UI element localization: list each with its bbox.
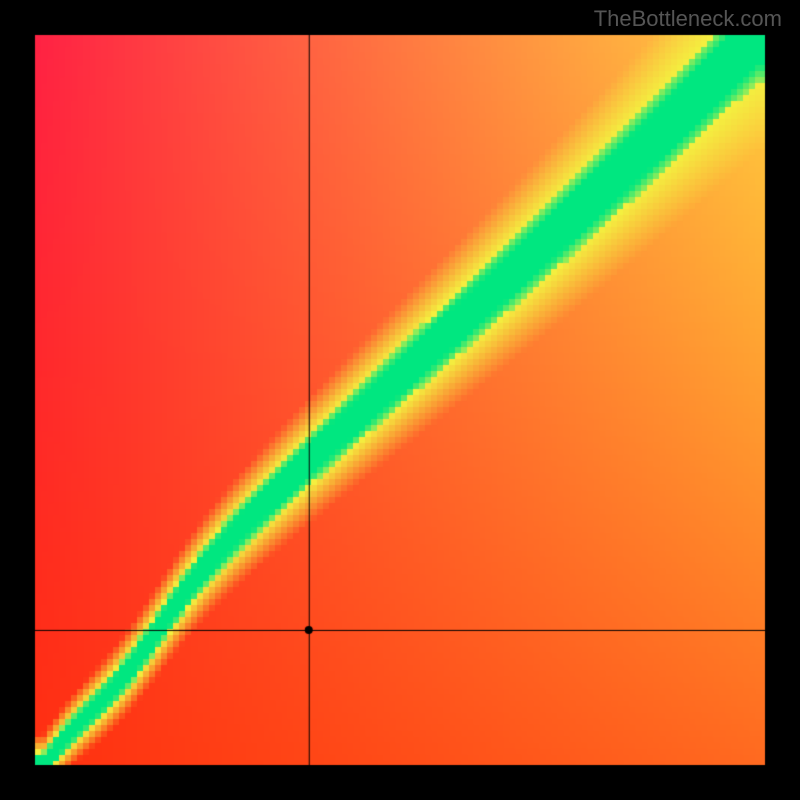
heatmap-canvas [0, 0, 800, 800]
chart-container: TheBottleneck.com [0, 0, 800, 800]
watermark-label: TheBottleneck.com [594, 6, 782, 32]
